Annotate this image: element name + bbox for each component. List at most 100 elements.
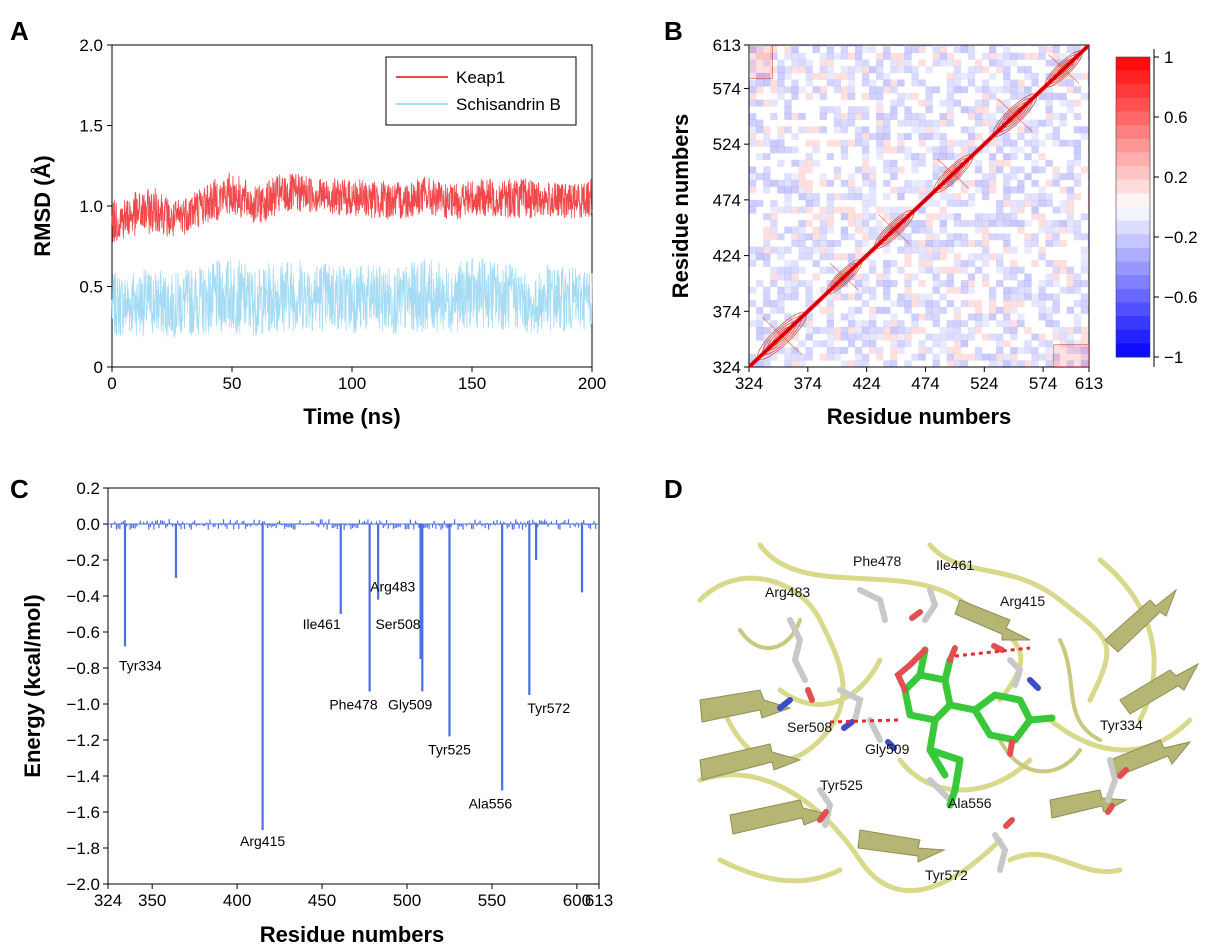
heatmap-cell [946, 199, 955, 207]
heatmap-cell [967, 286, 976, 294]
heatmap-cell [840, 153, 849, 161]
heatmap-cell [1080, 293, 1089, 301]
heatmap-cell [1073, 346, 1082, 354]
heatmap-cell [1017, 320, 1025, 328]
heatmap-cell [749, 119, 757, 127]
heatmap-cell [1066, 199, 1075, 207]
heatmap-cell [1010, 206, 1018, 214]
heatmap-cell [946, 59, 955, 67]
heatmap-cell [1066, 213, 1075, 221]
y-tick-label: 524 [713, 135, 741, 154]
heatmap-cell [749, 260, 757, 268]
heatmap-cell [1087, 133, 1089, 141]
heatmap-cell [1045, 313, 1053, 321]
heatmap-cell [939, 226, 947, 234]
heatmap-cell [784, 293, 792, 301]
heatmap-cell [805, 353, 813, 361]
heatmap-cell [911, 313, 919, 321]
heatmap-cell [847, 45, 856, 47]
heatmap-cell [861, 340, 870, 348]
heatmap-cell [770, 112, 778, 120]
heatmap-cell [1052, 112, 1060, 120]
heatmap-cell [876, 133, 884, 141]
heatmap-cell [1080, 133, 1089, 141]
heatmap-cell [770, 273, 778, 281]
heatmap-cell [1045, 119, 1053, 127]
heatmap-cell [1010, 273, 1018, 281]
heatmap-cell [819, 246, 827, 254]
heatmap-cell [981, 233, 990, 241]
heatmap-cell [819, 106, 827, 114]
label-tyr334: Tyr334 [1100, 717, 1143, 733]
heatmap-cell [756, 333, 764, 341]
heatmap-cell [763, 239, 771, 247]
heatmap-cell [974, 186, 983, 194]
heatmap-cell [854, 219, 863, 227]
heatmap-cell [869, 226, 877, 234]
heatmap-cell [1066, 273, 1075, 281]
heatmap-cell [876, 306, 884, 314]
x-tick-label: 500 [393, 891, 421, 910]
heatmap-cell [819, 213, 827, 221]
y-tick-label: −0.6 [66, 623, 100, 642]
heatmap-cell [939, 213, 947, 221]
heatmap-cell [1052, 173, 1060, 181]
heatmap-cell [1010, 306, 1018, 314]
heatmap-cell [918, 179, 926, 187]
heatmap-cell [869, 326, 877, 334]
heatmap-cell [1066, 340, 1075, 348]
heatmap-cell [819, 286, 827, 294]
heatmap-cell [840, 112, 849, 120]
heatmap-cell [932, 199, 940, 207]
heatmap-cell [1024, 153, 1032, 161]
heatmap-cell [1031, 346, 1039, 354]
heatmap-cell [876, 59, 884, 67]
heatmap-cell [1059, 286, 1067, 294]
heatmap-cell [918, 79, 926, 87]
heatmap-cell [1003, 86, 1011, 94]
heatmap-cell [798, 66, 806, 74]
heatmap-cell [1038, 186, 1046, 194]
colorbar-tick-label: 0.6 [1164, 108, 1188, 127]
heatmap-cell [996, 213, 1004, 221]
heatmap-cell [989, 126, 997, 134]
heatmap-cell [897, 79, 905, 87]
heatmap-cell [791, 346, 799, 354]
heatmap-cell [981, 226, 990, 234]
heatmap-cell [1003, 353, 1011, 361]
heatmap-cell [989, 233, 997, 241]
heatmap-cell [890, 346, 898, 354]
heatmap-cell [840, 52, 849, 60]
heatmap-cell [812, 139, 820, 147]
heatmap-cell [805, 300, 813, 308]
heatmap-cell [890, 86, 898, 94]
heatmap-cell [918, 186, 926, 194]
heatmap-cell [939, 59, 947, 67]
heatmap-cell [932, 266, 940, 274]
heatmap-cell [876, 72, 884, 80]
y-tick-label: 374 [713, 302, 741, 321]
heatmap-cell [854, 112, 863, 120]
heatmap-cell [847, 260, 856, 268]
heatmap-cell [953, 253, 962, 261]
heatmap-cell [989, 46, 997, 54]
heatmap-cell [791, 206, 799, 214]
heatmap-cell [932, 59, 940, 67]
heatmap-cell [918, 293, 926, 301]
heatmap-cell [890, 146, 898, 154]
heatmap-cell [981, 119, 990, 127]
heatmap-cell [791, 112, 799, 120]
heatmap-cell [861, 206, 870, 214]
heatmap-cell [805, 233, 813, 241]
legend-box [385, 56, 577, 126]
heatmap-cell [904, 280, 912, 288]
heatmap-cell [840, 213, 849, 221]
heatmap-cell [967, 139, 976, 147]
heatmap-cell [1059, 260, 1067, 268]
colorbar-segment [1116, 111, 1150, 126]
heatmap-cell [960, 260, 969, 268]
heatmap-cell [777, 45, 785, 47]
heatmap-cell [911, 66, 919, 74]
heatmap-cell [770, 306, 778, 314]
heatmap-cell [960, 146, 969, 154]
